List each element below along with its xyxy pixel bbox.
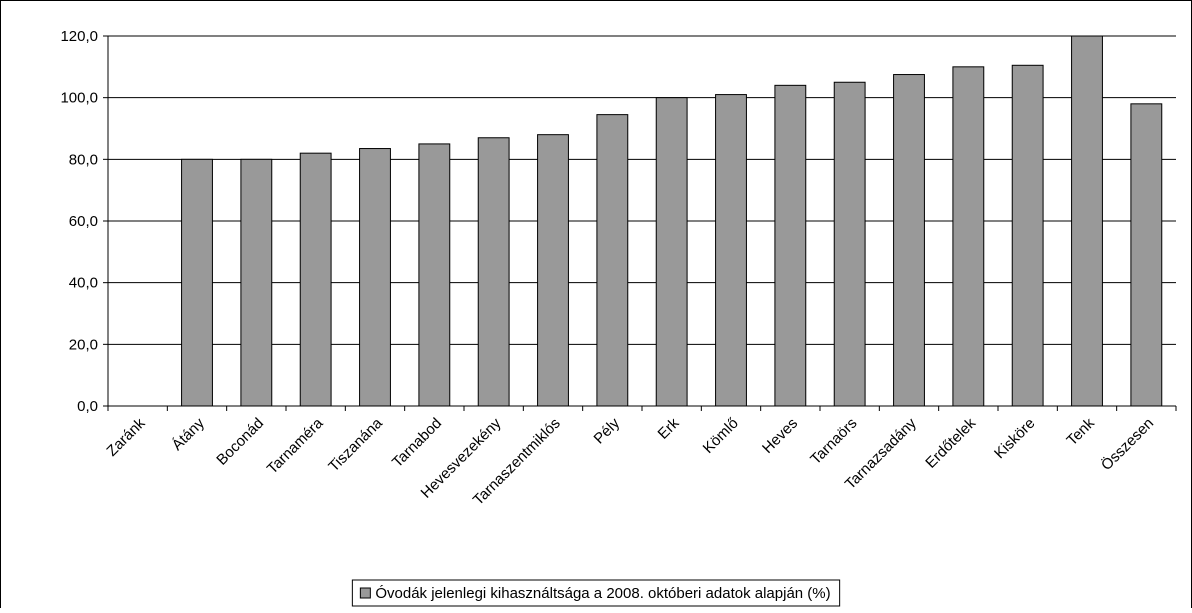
- bar: [418, 143, 451, 407]
- bar: [359, 148, 391, 407]
- legend-label: Óvodák jelenlegi kihasználtsága a 2008. …: [375, 585, 830, 602]
- bar: [774, 84, 807, 407]
- legend-box: [351, 579, 841, 607]
- bar: [952, 66, 985, 407]
- bar: [299, 152, 332, 407]
- bar: [1130, 103, 1163, 407]
- bar: [1011, 64, 1044, 407]
- bar: [833, 81, 866, 407]
- y-tick-label: 20,0: [69, 336, 98, 353]
- bar: [893, 74, 925, 407]
- bar: [715, 94, 747, 407]
- y-tick-label: 120,0: [60, 28, 98, 45]
- bar: [655, 97, 688, 407]
- bar: [596, 114, 629, 407]
- y-tick-label: 60,0: [69, 213, 98, 230]
- y-tick-label: 40,0: [69, 275, 98, 292]
- bar: [181, 158, 213, 407]
- y-tick-label: 80,0: [69, 151, 98, 168]
- y-tick-label: 0,0: [77, 398, 98, 415]
- legend: Óvodák jelenlegi kihasználtsága a 2008. …: [351, 579, 841, 607]
- bar: [477, 137, 510, 407]
- legend-swatch: [359, 587, 371, 599]
- bar: [1071, 35, 1103, 407]
- y-tick-label: 100,0: [60, 90, 98, 107]
- bar: [537, 134, 569, 407]
- bar: [240, 158, 273, 407]
